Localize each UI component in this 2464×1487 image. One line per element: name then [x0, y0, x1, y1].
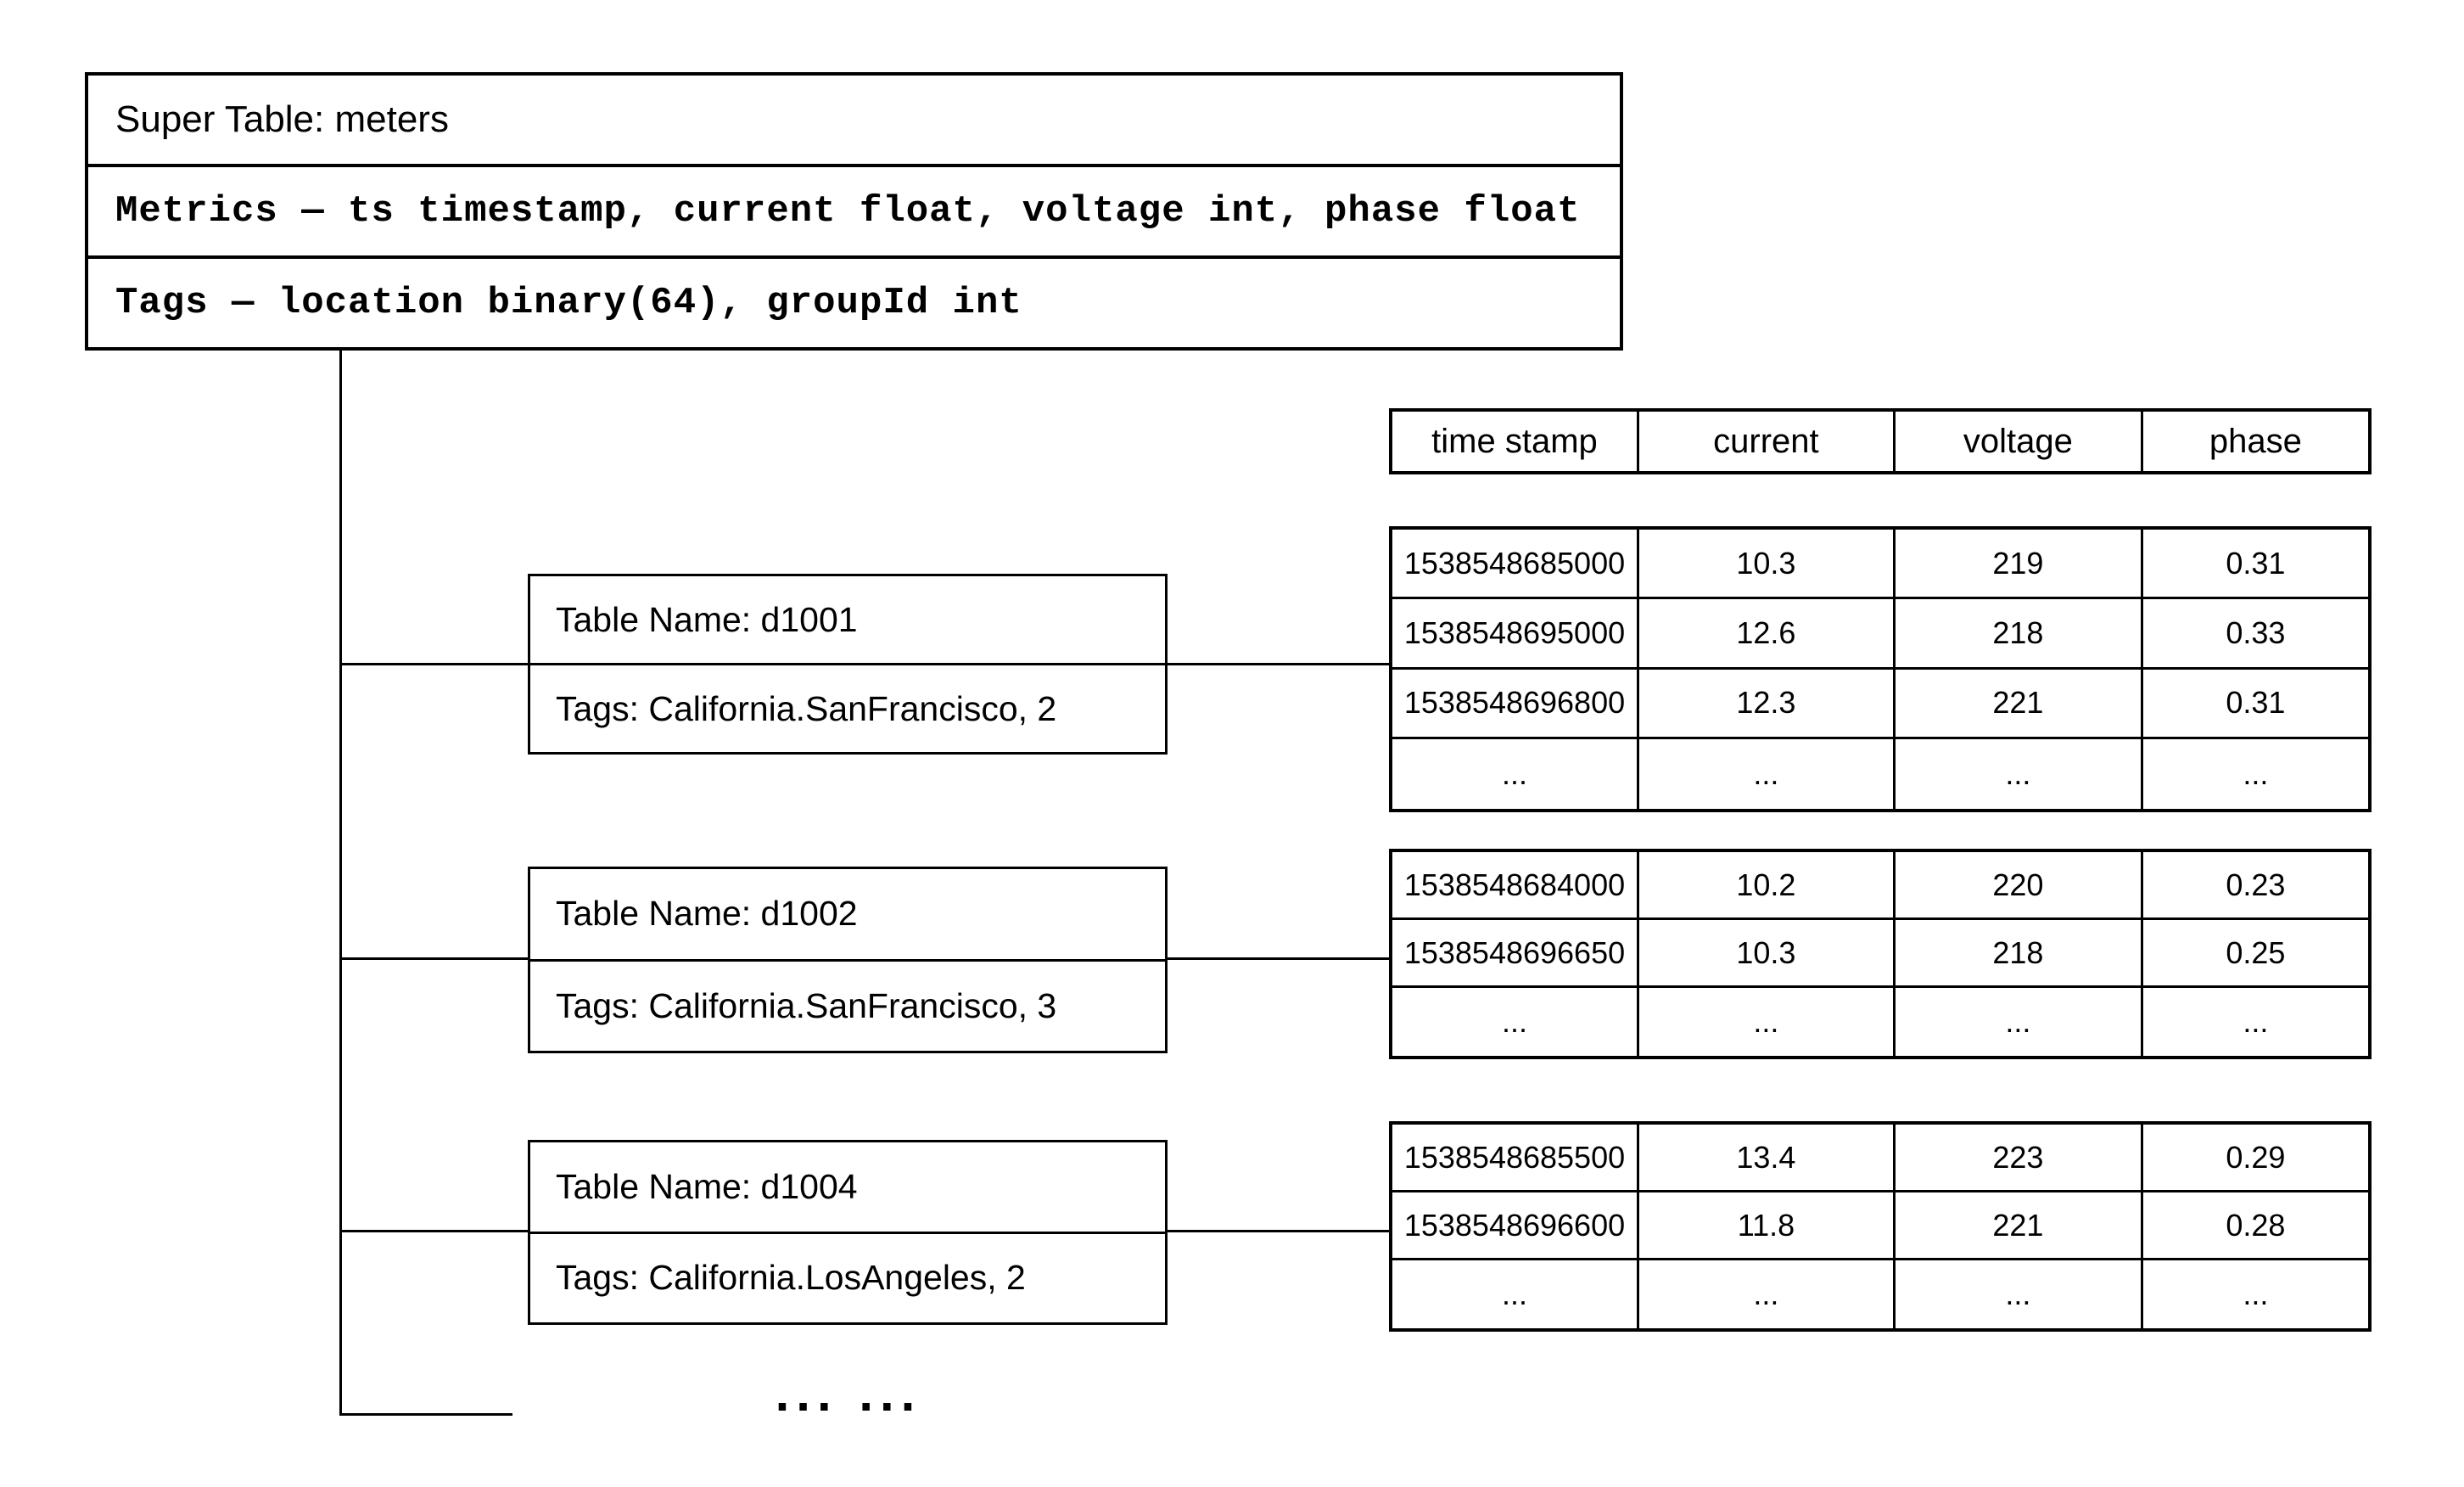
data-cell: 1538548685500	[1392, 1125, 1639, 1192]
table-tags-row: Tags: California.LosAngeles, 2	[530, 1231, 1165, 1323]
data-cell: 0.31	[2142, 530, 2368, 600]
super-table-title: Super Table: meters	[115, 98, 449, 140]
column-header-table: time stamp current voltage phase	[1389, 408, 2372, 474]
connector-left-d1002-line	[339, 957, 528, 960]
super-table-box: Super Table: meters Metrics — ts timesta…	[85, 72, 1623, 351]
table-tags-row: Tags: California.SanFrancisco, 2	[530, 663, 1165, 752]
data-cell-ellipsis: ...	[1896, 1260, 2143, 1328]
data-cell: 221	[1895, 669, 2143, 739]
table-name-label: Table Name: d1001	[556, 599, 858, 639]
table-tags-label: Tags: California.SanFrancisco, 3	[556, 985, 1057, 1025]
table-name-label: Table Name: d1002	[556, 894, 858, 934]
data-cell-ellipsis: ...	[1392, 988, 1639, 1056]
table-box-d1002: Table Name: d1002 Tags: California.SanFr…	[528, 867, 1168, 1053]
data-cell-ellipsis: ...	[1392, 738, 1639, 809]
data-cell-ellipsis: ...	[1639, 988, 1896, 1056]
data-cell: 0.29	[2142, 1125, 2368, 1192]
data-cell-ellipsis: ...	[1639, 738, 1896, 809]
data-cell: 218	[1895, 920, 2143, 988]
connector-left-d1001-line	[339, 663, 528, 665]
data-cell: 0.23	[2142, 852, 2368, 920]
data-cell: 11.8	[1638, 1192, 1896, 1260]
data-cell: 0.25	[2142, 920, 2368, 988]
table-box-d1004: Table Name: d1004 Tags: California.LosAn…	[528, 1140, 1168, 1325]
connector-right-d1004-line	[1168, 1230, 1389, 1232]
table-tags-label: Tags: California.SanFrancisco, 2	[556, 688, 1057, 728]
data-cell: 221	[1895, 1192, 2143, 1260]
data-table-d1001: 1538548685000 10.3 219 0.31 153854869500…	[1389, 526, 2372, 812]
data-cell: 10.3	[1638, 920, 1896, 988]
data-cell: 10.3	[1638, 530, 1896, 600]
table-name-label: Table Name: d1004	[556, 1166, 858, 1206]
data-cell: 223	[1895, 1125, 2143, 1192]
data-cell: 0.33	[2142, 599, 2368, 670]
super-table-title-row: Super Table: meters	[88, 76, 1620, 164]
data-cell-ellipsis: ...	[2243, 755, 2269, 791]
data-cell: 1538548696800	[1392, 669, 1639, 739]
table-name-row: Table Name: d1002	[530, 869, 1165, 959]
metrics-definition-text: Metrics — ts timestamp, current float, v…	[115, 190, 1581, 233]
data-cell: 12.6	[1638, 599, 1896, 670]
data-cell-ellipsis: ...	[1896, 738, 2143, 809]
data-cell: 220	[1895, 852, 2143, 920]
data-cell: 1538548684000	[1392, 852, 1639, 920]
connector-right-d1001-line	[1168, 663, 1389, 665]
table-tags-label: Tags: California.LosAngeles, 2	[556, 1258, 1026, 1298]
data-cell-ellipsis: ...	[1392, 1260, 1639, 1328]
table-box-d1001: Table Name: d1001 Tags: California.SanFr…	[528, 574, 1168, 755]
data-cell-ellipsis: ...	[2243, 1004, 2269, 1039]
table-name-row: Table Name: d1001	[530, 576, 1165, 663]
data-cell-ellipsis: ...	[2243, 1277, 2269, 1311]
data-cell: 1538548696600	[1392, 1192, 1639, 1260]
header-cell-voltage: voltage	[1896, 412, 2143, 471]
data-cell: 13.4	[1638, 1125, 1896, 1192]
header-cell-timestamp: time stamp	[1392, 412, 1639, 471]
header-cell-phase: phase	[2209, 422, 2302, 460]
super-table-metrics-row: Metrics — ts timestamp, current float, v…	[88, 164, 1620, 255]
header-cell-current: current	[1639, 412, 1896, 471]
table-name-row: Table Name: d1004	[530, 1142, 1165, 1232]
data-cell: 1538548695000	[1392, 599, 1639, 670]
tags-definition-text: Tags — location binary(64), groupId int	[115, 282, 1022, 324]
data-cell: 218	[1895, 599, 2143, 670]
data-cell: 219	[1895, 530, 2143, 600]
more-tables-ellipsis: ... ...	[775, 1365, 922, 1422]
connector-left-d1004-line	[339, 1230, 528, 1232]
data-table-d1004: 1538548685500 13.4 223 0.29 153854869660…	[1389, 1121, 2372, 1332]
table-tags-row: Tags: California.SanFrancisco, 3	[530, 958, 1165, 1052]
data-cell: 10.2	[1638, 852, 1896, 920]
data-cell-ellipsis: ...	[1896, 988, 2143, 1056]
more-tables-stub-line	[339, 1413, 512, 1416]
data-cell-ellipsis: ...	[1639, 1260, 1896, 1328]
connector-right-d1002-line	[1168, 957, 1389, 960]
data-table-d1002: 1538548684000 10.2 220 0.23 153854869665…	[1389, 849, 2372, 1059]
data-cell: 1538548696650	[1392, 920, 1639, 988]
super-table-tags-row: Tags — location binary(64), groupId int	[88, 255, 1620, 347]
data-cell: 0.28	[2142, 1192, 2368, 1260]
data-cell: 1538548685000	[1392, 530, 1639, 600]
data-cell: 12.3	[1638, 669, 1896, 739]
data-cell: 0.31	[2142, 670, 2368, 739]
hierarchy-trunk-line	[339, 351, 342, 1416]
